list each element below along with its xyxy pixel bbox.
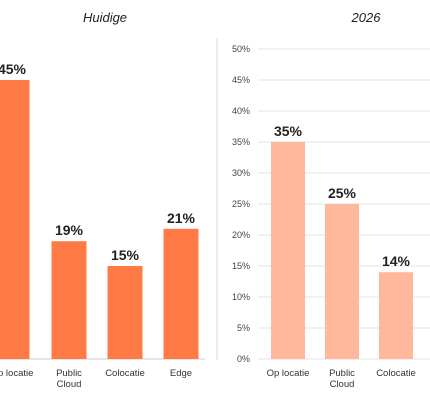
data-label-huidige-3: 21% <box>167 210 196 226</box>
bar-2026-1 <box>325 204 359 359</box>
y-tick-label-3: 15% <box>232 261 250 271</box>
category-label-huidige-0: Op locatie <box>0 368 33 379</box>
y-tick-label-8: 40% <box>232 106 250 116</box>
y-tick-label-10: 50% <box>232 44 250 54</box>
data-label-huidige-1: 19% <box>55 222 84 238</box>
bar-huidige-2 <box>107 266 143 359</box>
y-tick-label-5: 25% <box>232 199 250 209</box>
bar-huidige-3 <box>163 228 199 359</box>
data-label-2026-0: 35% <box>274 123 303 139</box>
bar-2026-2 <box>379 272 413 359</box>
category-label-huidige-2: Colocatie <box>105 368 145 379</box>
y-tick-label-1: 5% <box>237 323 250 333</box>
category-label-2026-1: Public Cloud <box>329 368 355 390</box>
left-panel-title: Huidige <box>83 10 127 25</box>
bar-huidige-1 <box>51 241 87 359</box>
y-tick-label-6: 30% <box>232 168 250 178</box>
bar-huidige-0 <box>0 80 30 359</box>
data-label-2026-1: 25% <box>328 185 357 201</box>
category-label-2026-0: Op locatie <box>267 368 310 379</box>
data-label-2026-2: 14% <box>382 253 411 269</box>
data-label-huidige-2: 15% <box>111 247 140 263</box>
category-label-2026-2: Colocatie <box>376 368 416 379</box>
y-tick-label-2: 10% <box>232 292 250 302</box>
right-panel: 0% 5% 10% 15% 20% 25% 30% 35% 40% 45% 50% 35% Op loc… <box>232 44 430 390</box>
y-tick-label-0: 0% <box>237 354 250 364</box>
y-tick-label-7: 35% <box>232 137 250 147</box>
data-label-huidige-0: 45% <box>0 61 27 77</box>
category-label-huidige-1: Public Cloud <box>56 368 82 390</box>
category-label-huidige-3: Edge <box>170 368 192 379</box>
bar-2026-0 <box>271 142 305 359</box>
right-panel-title: 2026 <box>351 10 382 25</box>
y-tick-label-4: 20% <box>232 230 250 240</box>
y-tick-label-9: 45% <box>232 75 250 85</box>
